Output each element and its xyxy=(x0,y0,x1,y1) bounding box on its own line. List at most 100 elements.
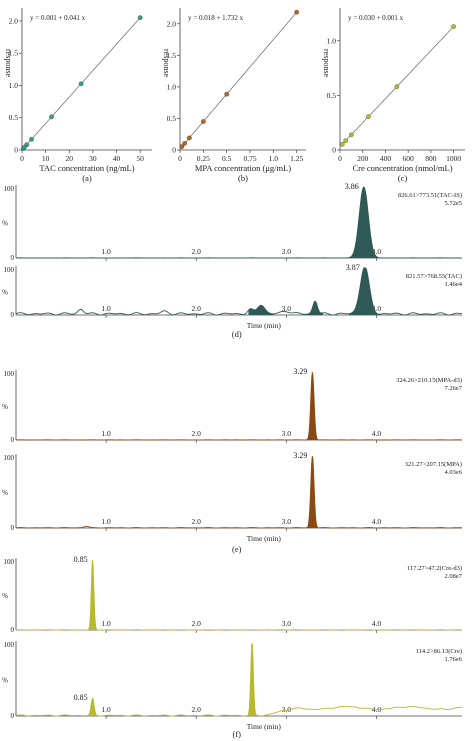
x-tick-label: 1000 xyxy=(446,154,461,163)
peak-retention-label: 0.85 xyxy=(74,693,88,702)
calibration-point xyxy=(29,137,34,142)
y-axis-title: % xyxy=(2,677,8,685)
x-tick-label: 1.25 xyxy=(290,154,303,163)
calibration-point xyxy=(200,119,206,124)
x-tick-label: 1.0 xyxy=(269,154,279,163)
x-tick-label: 2.0 xyxy=(192,247,202,256)
peak-area xyxy=(306,456,319,528)
calibration-point xyxy=(451,24,456,29)
x-axis-title: Time (min) xyxy=(247,321,282,330)
y-axis-title: % xyxy=(2,403,8,411)
calibration-point xyxy=(179,144,185,150)
y-axis-title: % xyxy=(2,289,8,297)
panel-label: (b) xyxy=(238,173,248,183)
chromatogram-trace: 100 0% 1.0 2.0 3.0 4.0 0.85 117.27>47.2(Cre-d3)… xyxy=(2,555,463,634)
peak-area xyxy=(88,560,97,630)
x-tick-label: 0 xyxy=(178,154,182,163)
x-tick-label: 400 xyxy=(380,154,392,163)
peak-retention-label: 3.29 xyxy=(293,451,307,460)
panel-label: (f) xyxy=(232,729,241,739)
x-tick-label: 10 xyxy=(42,154,50,163)
x-tick-label: 4.0 xyxy=(372,517,382,526)
x-tick-label: 0.5 xyxy=(222,154,232,163)
y-tick-label: 0 xyxy=(14,146,18,155)
x-tick-label: 1.0 xyxy=(101,247,111,256)
chromatogram-line xyxy=(15,456,463,529)
y-axis-title: response xyxy=(4,49,13,77)
y-tick-label: 1.0 xyxy=(167,82,177,91)
peak-retention-label: 3.87 xyxy=(346,263,360,272)
axis-frame xyxy=(339,8,465,151)
chromatogram-trace: 100 0% 1.0 2.0 3.0 4.0 3.29 321.27>207.15(MPA)4… xyxy=(2,451,463,532)
mrm-transition: 821.57>768.55(TAC) xyxy=(406,273,462,280)
y-tick-label: 2.0 xyxy=(9,16,19,25)
signal-intensity: 1.46e4 xyxy=(444,281,462,288)
y-tick-label: 2.0 xyxy=(167,19,177,28)
chromatogram-line xyxy=(15,372,462,441)
panel-label: (e) xyxy=(232,544,242,554)
x-tick-label: 1.0 xyxy=(101,517,111,526)
y-tick-label: 100 xyxy=(4,266,15,274)
axis-frame xyxy=(179,8,306,151)
y-tick-label: 1.0 xyxy=(9,81,19,90)
peak-area xyxy=(306,372,319,440)
y-tick-label: 100 xyxy=(4,185,15,193)
chromatogram-line xyxy=(15,267,463,316)
x-axis-title: Cre concentration (nmol/mL) xyxy=(352,163,452,173)
mrm-transition: 826.61>773.51(TAC-IS) xyxy=(398,192,462,199)
signal-intensity: 1.76e6 xyxy=(444,656,462,663)
y-axis-title: response xyxy=(322,49,331,77)
chromatogram-line xyxy=(15,643,463,717)
y-tick-label: 0 xyxy=(172,146,176,155)
x-tick-label: 600 xyxy=(403,154,415,163)
chromatogram-line xyxy=(15,560,463,631)
x-tick-label: 2.0 xyxy=(192,705,202,714)
x-tick-label: 50 xyxy=(136,154,144,163)
y-tick-label: 0 xyxy=(11,626,15,634)
y-axis-title: % xyxy=(2,592,8,600)
y-tick-label: 100 xyxy=(4,641,15,649)
x-axis-title: Time (min) xyxy=(247,722,282,731)
chromatogram-line xyxy=(15,186,463,259)
x-tick-label: 3.0 xyxy=(282,517,292,526)
regression-equation: y = 0.001 + 0.041 x xyxy=(30,14,86,22)
calibration-point xyxy=(224,91,230,97)
peak-area xyxy=(348,187,380,258)
x-tick-label: 1.0 xyxy=(101,429,111,438)
regression-equation: y = 0.030 + 0.001 x xyxy=(348,14,404,22)
x-tick-label: 4.0 xyxy=(372,304,382,313)
peak-retention-label: 0.85 xyxy=(74,555,88,564)
x-tick-label: 800 xyxy=(425,154,437,163)
y-tick-label: 0 xyxy=(11,524,15,532)
x-tick-label: 2.0 xyxy=(192,517,202,526)
x-tick-label: 3.0 xyxy=(282,429,292,438)
panel-label: (a) xyxy=(82,173,92,183)
peak-area xyxy=(348,268,381,315)
calibration-point xyxy=(78,81,84,87)
peak-area xyxy=(248,305,274,315)
x-tick-label: 0 xyxy=(338,154,342,163)
calibration-point xyxy=(394,84,400,89)
panel-label: (c) xyxy=(398,173,408,183)
x-tick-label: 3.0 xyxy=(282,247,292,256)
y-tick-label: 0.5 xyxy=(9,113,19,122)
x-tick-label: 4.0 xyxy=(372,429,382,438)
x-tick-label: 0 xyxy=(20,154,24,163)
x-tick-label: 0.75 xyxy=(243,154,256,163)
y-tick-label: 1.5 xyxy=(9,49,19,58)
peak-retention-label: 3.29 xyxy=(293,367,307,376)
x-tick-label: 0.25 xyxy=(197,154,210,163)
peak-area xyxy=(247,643,257,716)
chromatogram-trace: 1000%1.0 2.0 3.0 4.00.85114.2>86.13(Cre)1.7… xyxy=(2,641,463,720)
x-tick-label: 3.0 xyxy=(282,304,292,313)
calibration-point xyxy=(49,114,54,120)
calibration-point xyxy=(137,15,143,20)
x-tick-label: 20 xyxy=(66,154,74,163)
calibration-panels: 0 10 20 30 40 50 0 0.5 1.0 1.5 2.0 y = 0.001 + 0.04… xyxy=(4,8,465,183)
x-tick-label: 200 xyxy=(357,154,369,163)
signal-intensity: 4.03e6 xyxy=(444,469,462,476)
x-tick-label: 2.0 xyxy=(192,619,202,628)
calibration-point xyxy=(366,114,371,120)
y-tick-label: 0 xyxy=(332,146,336,155)
x-tick-label: 3.0 xyxy=(282,705,292,714)
